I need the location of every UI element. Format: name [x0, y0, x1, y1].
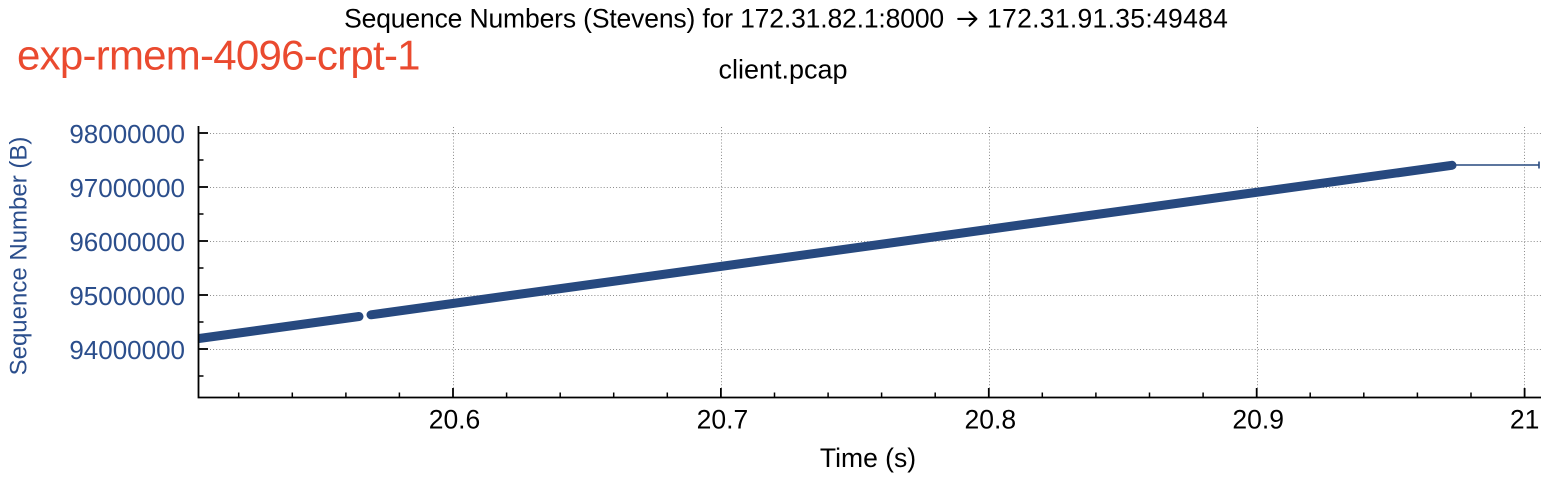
svg-text:Sequence Number (B): Sequence Number (B)	[6, 137, 33, 376]
svg-text:172.31.91.35:49484: 172.31.91.35:49484	[987, 4, 1228, 34]
svg-text:20.8: 20.8	[965, 405, 1017, 435]
svg-text:98000000: 98000000	[69, 119, 185, 149]
svg-text:94000000: 94000000	[69, 335, 185, 365]
svg-text:Sequence Numbers (Stevens) for: Sequence Numbers (Stevens) for 172.31.82…	[344, 4, 944, 34]
svg-text:20.7: 20.7	[697, 405, 749, 435]
svg-text:21: 21	[1510, 405, 1539, 435]
svg-text:exp-rmem-4096-crpt-1: exp-rmem-4096-crpt-1	[17, 32, 420, 79]
svg-text:client.pcap: client.pcap	[718, 54, 847, 84]
svg-text:97000000: 97000000	[69, 173, 185, 203]
svg-text:95000000: 95000000	[69, 281, 185, 311]
svg-text:20.6: 20.6	[429, 405, 481, 435]
svg-text:Time (s): Time (s)	[820, 443, 916, 473]
svg-text:96000000: 96000000	[69, 227, 185, 257]
svg-text:20.9: 20.9	[1232, 405, 1284, 435]
